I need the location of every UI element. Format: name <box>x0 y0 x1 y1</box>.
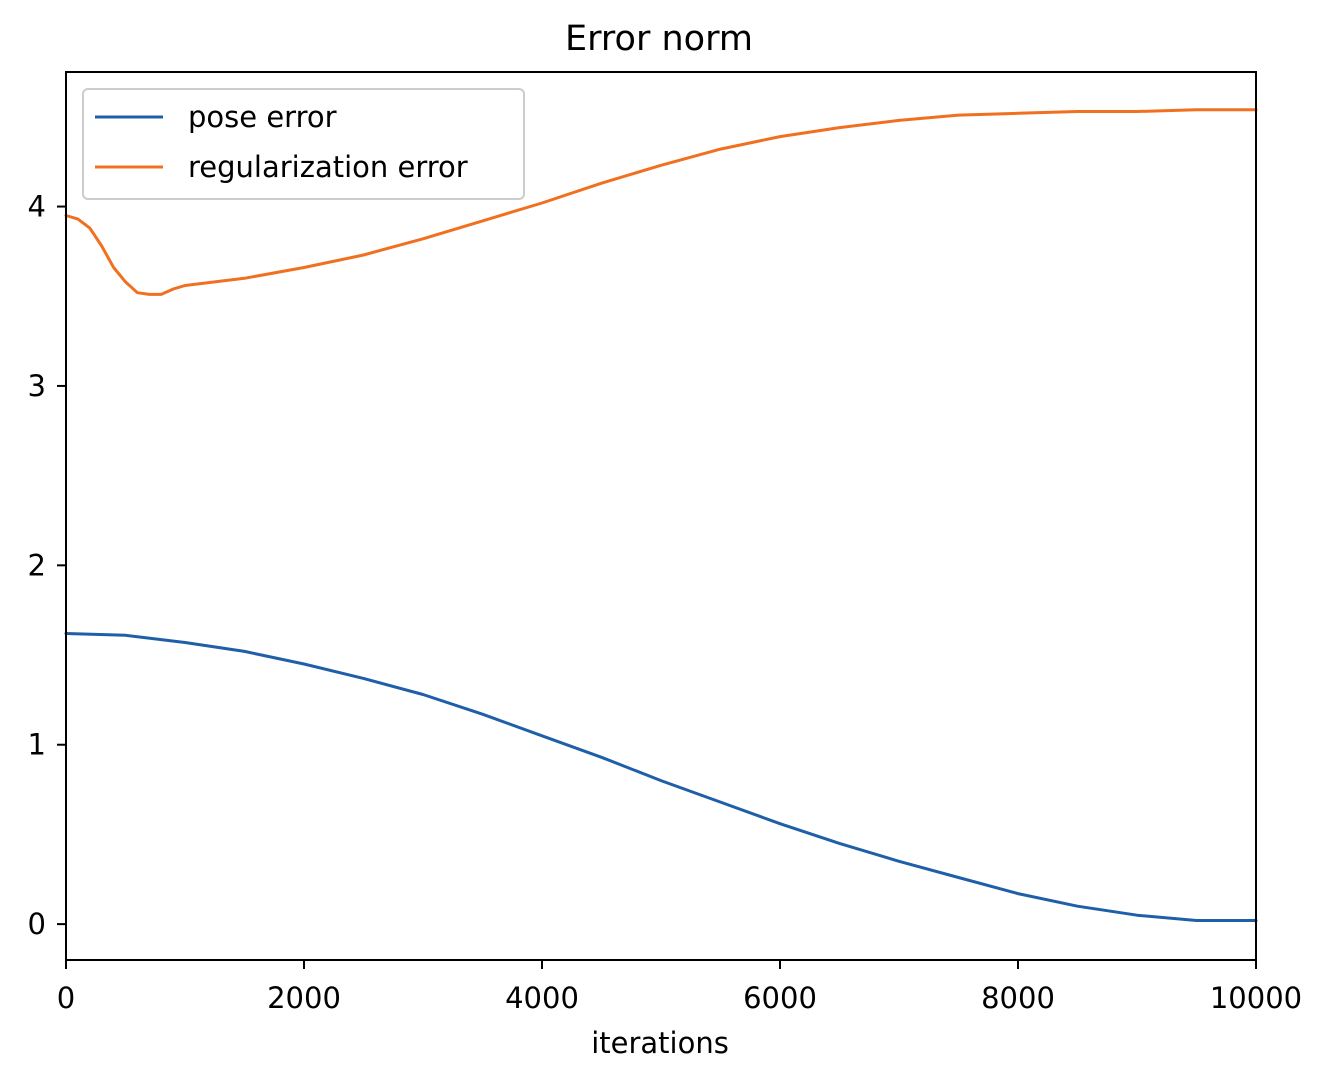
plot-area <box>64 71 1258 961</box>
x-tick-label: 10000 <box>1210 981 1302 1015</box>
legend-box <box>82 88 525 200</box>
y-tick-label: 4 <box>28 190 46 224</box>
axis-ticks: 0 2000 4000 6000 8000 10000 0 1 2 3 4 <box>28 190 1303 1015</box>
x-tick-label: 4000 <box>505 981 579 1015</box>
x-tick-label: 6000 <box>743 981 817 1015</box>
y-tick-label: 0 <box>28 907 46 941</box>
y-tick-label: 1 <box>28 728 46 762</box>
legend: pose error regularization error <box>82 88 525 200</box>
y-tick-label: 3 <box>28 369 46 403</box>
series-line-0 <box>64 632 1258 922</box>
x-tick-label: 2000 <box>267 981 341 1015</box>
legend-label-0: pose error <box>188 100 337 134</box>
series-line-1 <box>64 108 1258 296</box>
chart-title: Error norm <box>565 19 753 59</box>
legend-label-1: regularization error <box>188 150 468 184</box>
x-axis-label: iterations <box>591 1026 729 1060</box>
x-tick-label: 0 <box>57 981 75 1015</box>
x-tick-label: 8000 <box>981 981 1055 1015</box>
axes-frame <box>65 71 1257 961</box>
y-tick-label: 2 <box>28 548 46 582</box>
